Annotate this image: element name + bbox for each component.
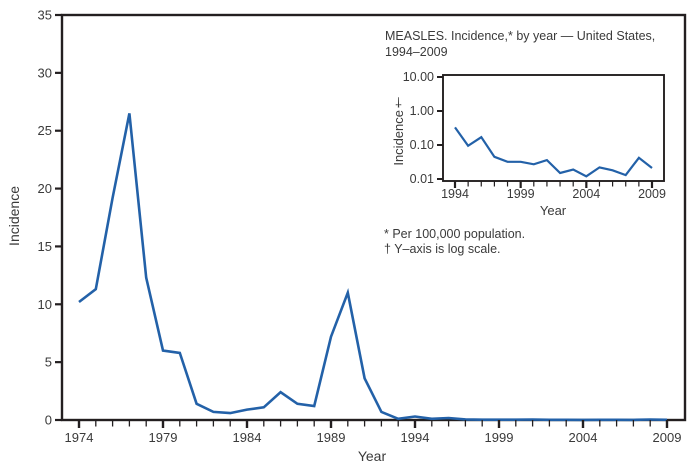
main-chart	[60, 13, 687, 422]
svg-text:0.01: 0.01	[410, 172, 434, 186]
svg-text:25: 25	[38, 123, 52, 138]
footnotes: * Per 100,000 population. † Y–axis is lo…	[384, 227, 525, 257]
inset-series-line	[454, 126, 653, 178]
svg-text:2009: 2009	[638, 187, 666, 201]
svg-text:2009: 2009	[653, 430, 682, 445]
footnote-per-population: * Per 100,000 population.	[384, 227, 526, 241]
svg-text:1974: 1974	[65, 430, 94, 445]
svg-text:2004: 2004	[569, 430, 598, 445]
main-series-line	[78, 113, 668, 422]
svg-text:1994: 1994	[441, 187, 469, 201]
svg-text:10: 10	[38, 297, 52, 312]
svg-text:1979: 1979	[149, 430, 178, 445]
svg-text:1989: 1989	[317, 430, 346, 445]
inset-x-axis: 1994 1999 2004 2009	[441, 181, 666, 201]
svg-text:35: 35	[38, 8, 52, 23]
svg-text:1984: 1984	[233, 430, 262, 445]
inset-title-line-1: MEASLES. Incidence,* by year — United St…	[385, 29, 656, 43]
svg-text:1994: 1994	[401, 430, 430, 445]
inset-chart	[442, 74, 665, 182]
svg-text:0: 0	[45, 413, 52, 428]
svg-text:30: 30	[38, 65, 52, 80]
svg-text:20: 20	[38, 181, 52, 196]
inset-x-axis-title: Year	[539, 203, 567, 218]
svg-text:1999: 1999	[485, 430, 514, 445]
footnote-log-scale: † Y–axis is log scale.	[384, 242, 501, 256]
main-y-axis-title: Incidence	[6, 186, 22, 246]
main-y-axis: 0 5 10 15 20 25 30 35	[38, 8, 62, 428]
svg-text:1999: 1999	[507, 187, 535, 201]
svg-text:5: 5	[45, 355, 52, 370]
svg-text:0.10: 0.10	[410, 138, 434, 152]
svg-text:15: 15	[38, 239, 52, 254]
main-x-axis-title: Year	[357, 448, 387, 464]
main-x-axis: 1974 1979 1984 1989 1994 1999 2004 2009	[65, 420, 682, 445]
svg-text:2004: 2004	[572, 187, 600, 201]
svg-text:1.00: 1.00	[410, 104, 434, 118]
inset-title-line-2: 1994–2009	[385, 45, 448, 59]
inset-y-axis-title: Incidence†	[391, 95, 406, 166]
svg-text:10.00: 10.00	[403, 70, 434, 84]
inset-title: MEASLES. Incidence,* by year — United St…	[385, 28, 685, 60]
inset-y-axis: 10.00 1.00 0.10 0.01	[403, 70, 443, 186]
